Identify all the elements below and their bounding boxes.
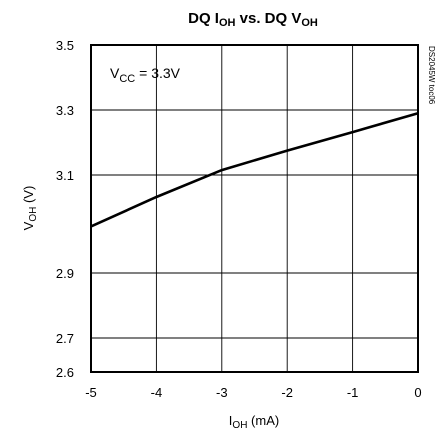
x-tick-label: 0	[414, 385, 421, 400]
chart-title: DQ IOH vs. DQ VOH	[188, 10, 318, 29]
figure-code-label: DS2045W toc06	[427, 46, 436, 105]
y-tick-labels: 2.6 2.7 2.9 3.1 3.3 3.5	[56, 38, 74, 380]
title-part-a: DQ I	[188, 10, 219, 27]
x-tick-label: -4	[151, 385, 163, 400]
vcc-annotation: VCC = 3.3V	[110, 65, 181, 85]
title-part-b: vs. DQ V	[235, 10, 301, 27]
y-tick-label: 2.6	[56, 365, 74, 380]
grid	[91, 45, 418, 372]
ylabel-sub: OH	[28, 207, 39, 222]
anno-main: V	[110, 65, 120, 81]
x-axis-label: IOH (mA)	[229, 413, 279, 431]
x-tick-label: -2	[281, 385, 293, 400]
ylabel-rest: (V)	[21, 186, 36, 207]
x-tick-label: -1	[347, 385, 359, 400]
series-line-0	[90, 111, 419, 228]
x-tick-labels: -5 -4 -3 -2 -1 0	[85, 385, 421, 400]
y-tick-label: 2.9	[56, 266, 74, 281]
x-tick-label: -5	[85, 385, 97, 400]
y-tick-label: 3.5	[56, 38, 74, 53]
xlabel-main: I	[229, 413, 233, 428]
plot-frame	[90, 44, 419, 373]
title-sub-b: OH	[301, 17, 318, 29]
xlabel-sub: OH	[232, 420, 247, 431]
y-tick-label: 2.7	[56, 331, 74, 346]
series-layer	[90, 111, 419, 228]
x-tick-label: -3	[216, 385, 228, 400]
anno-sub: CC	[119, 73, 135, 85]
y-tick-label: 3.3	[56, 103, 74, 118]
title-sub-a: OH	[219, 17, 236, 29]
y-axis-label: VOH (V)	[21, 186, 39, 231]
ylabel-main: V	[21, 221, 36, 230]
y-tick-label: 3.1	[56, 168, 74, 183]
xlabel-rest: (mA)	[247, 413, 279, 428]
anno-rest: = 3.3V	[135, 65, 180, 81]
